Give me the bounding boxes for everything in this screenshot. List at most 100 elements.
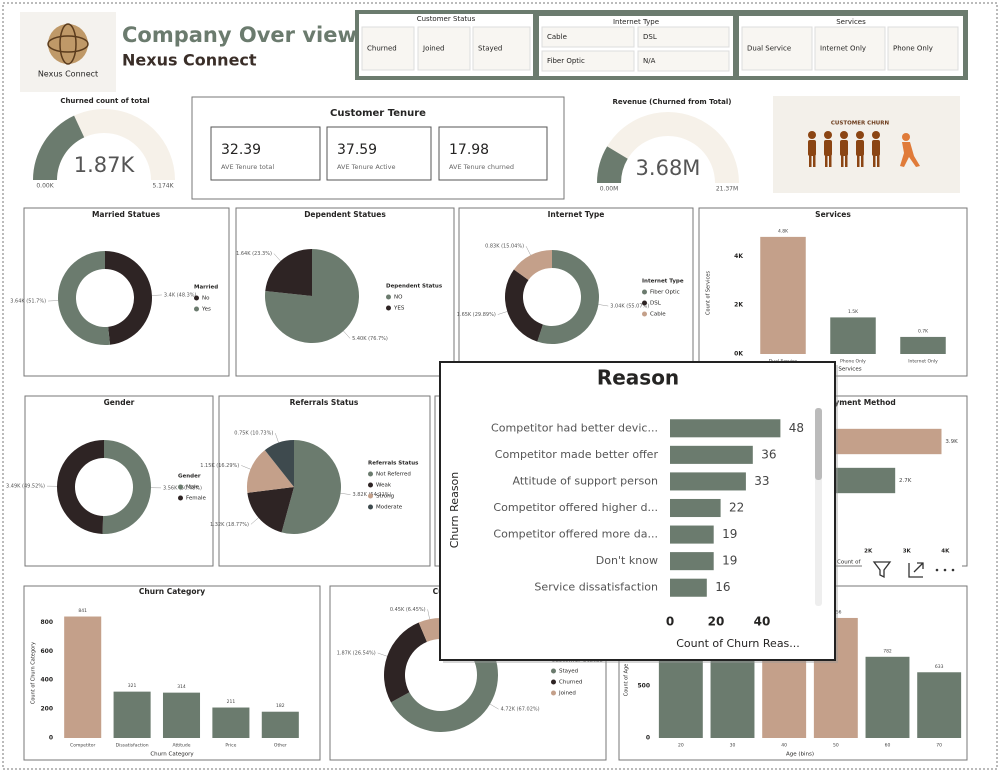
panel [24, 395, 214, 567]
slicer-title: Internet Type [613, 18, 659, 26]
x-axis-label: Count of Churn Reas... [676, 637, 800, 650]
legend-swatch [551, 679, 556, 685]
slicer-option[interactable] [361, 26, 415, 71]
y-tick-label: 0K [734, 351, 743, 358]
slicer-option[interactable] [814, 26, 886, 71]
x-tick-label: Other [274, 743, 287, 749]
bar [865, 656, 910, 738]
more-options-icon[interactable] [935, 568, 955, 572]
x-tick-label: 0 [666, 615, 674, 629]
legend-swatch [194, 295, 199, 301]
x-tick-label: Attitude [172, 743, 190, 749]
bar [760, 236, 806, 354]
slicer-option[interactable] [887, 26, 959, 71]
gauge-range-label: 5.174K [152, 183, 174, 190]
tenure-value: 37.59 [337, 142, 377, 158]
legend-label: Female [186, 496, 207, 502]
data-label: 182 [276, 703, 285, 709]
data-label: 0.7K [918, 328, 929, 334]
filter-icon[interactable] [872, 561, 892, 579]
label-leader [273, 253, 281, 262]
slicer-title: Customer Status [417, 15, 476, 23]
bar [900, 336, 946, 354]
data-label: 3.64K (51.7%) [10, 299, 46, 305]
y-tick-label: 4K [734, 253, 743, 260]
legend-label: Male [186, 485, 200, 491]
legend-swatch [386, 294, 391, 300]
scrollbar-thumb[interactable] [815, 408, 822, 480]
tenure-value: 32.39 [221, 142, 261, 158]
bar [830, 317, 876, 354]
gauge-title: Revenue (Churned from Total) [613, 98, 732, 106]
bar [162, 692, 201, 738]
focus-mode-icon[interactable] [908, 562, 924, 578]
tenure-label: AVE Tenure Active [337, 163, 395, 171]
y-tick-label: Competitor offered higher d... [493, 501, 658, 514]
focus-popup [439, 361, 836, 661]
data-label: 1.87K (26.54%) [337, 650, 376, 656]
legend-swatch [642, 311, 647, 317]
legend-swatch [368, 471, 373, 477]
slicer-option-label: Dual Service [747, 45, 791, 53]
data-label: 1.32K (18.77%) [210, 522, 249, 528]
data-label: 3.4K (48.3%) [164, 292, 197, 298]
slicer-option[interactable] [472, 26, 531, 71]
data-label: 19 [722, 527, 737, 541]
person [824, 131, 832, 167]
data-label: 0.75K (10.73%) [234, 431, 273, 437]
label-leader [427, 609, 430, 620]
data-label: 4.72K (67.02%) [501, 707, 540, 713]
slicer-option[interactable] [541, 50, 635, 72]
y-tick-label: Competitor had better devic... [491, 421, 658, 434]
legend-swatch [368, 482, 373, 488]
x-tick-label: 40 [781, 743, 787, 749]
slicer-option-label: Churned [367, 45, 397, 53]
slicer-option[interactable] [417, 26, 471, 71]
data-label: 0.83K (15.04%) [485, 244, 524, 250]
gauge-value [597, 146, 628, 183]
gauge-title: Churned count of total [60, 97, 149, 105]
slicer-option[interactable] [637, 50, 730, 72]
data-label: 33 [754, 474, 769, 488]
chart-title: Services [815, 210, 851, 219]
data-label: 633 [935, 664, 944, 670]
churn-image [773, 96, 960, 193]
x-tick-label: Dissatisfaction [116, 743, 149, 749]
x-tick-label: Phone Only [840, 359, 866, 365]
pie-slice [264, 440, 294, 487]
y-tick-label: 400 [40, 677, 53, 684]
legend-label: Cable [650, 312, 666, 318]
y-tick-label: 800 [40, 619, 53, 626]
pie-slice [247, 487, 294, 533]
chart-title: Referrals Status [290, 398, 359, 407]
x-tick-label: 2K [864, 549, 873, 555]
slicer-option[interactable] [541, 26, 635, 48]
chart-title: Married Statues [92, 210, 161, 219]
label-leader [377, 652, 388, 657]
chart-title: Reason [597, 366, 679, 390]
data-label: 22 [729, 501, 744, 515]
bar [670, 498, 721, 518]
slicer-option[interactable] [637, 26, 730, 48]
label-leader [340, 493, 351, 495]
legend-label: No [202, 296, 210, 302]
chart-title: Internet Type [548, 210, 605, 219]
legend-title: Dependent Status [386, 284, 443, 290]
logo-text: Nexus Connect [38, 70, 98, 79]
x-axis-label: Services [838, 367, 861, 373]
legend-swatch [368, 493, 373, 499]
bar [670, 525, 714, 544]
panel [458, 207, 694, 377]
label-leader [241, 465, 251, 470]
image-caption: CUSTOMER CHURN [831, 121, 890, 127]
pie-slice [105, 251, 152, 345]
y-axis-label: Count of Age [624, 664, 630, 697]
label-leader [275, 433, 279, 443]
slicer-option[interactable] [741, 26, 813, 71]
legend-label: Fiber Optic [650, 290, 680, 296]
legend-label: Yes [201, 307, 211, 313]
legend-swatch [194, 306, 199, 312]
y-tick-label: Attitude of support person [513, 474, 659, 487]
person [872, 131, 880, 167]
label-leader [250, 517, 259, 525]
